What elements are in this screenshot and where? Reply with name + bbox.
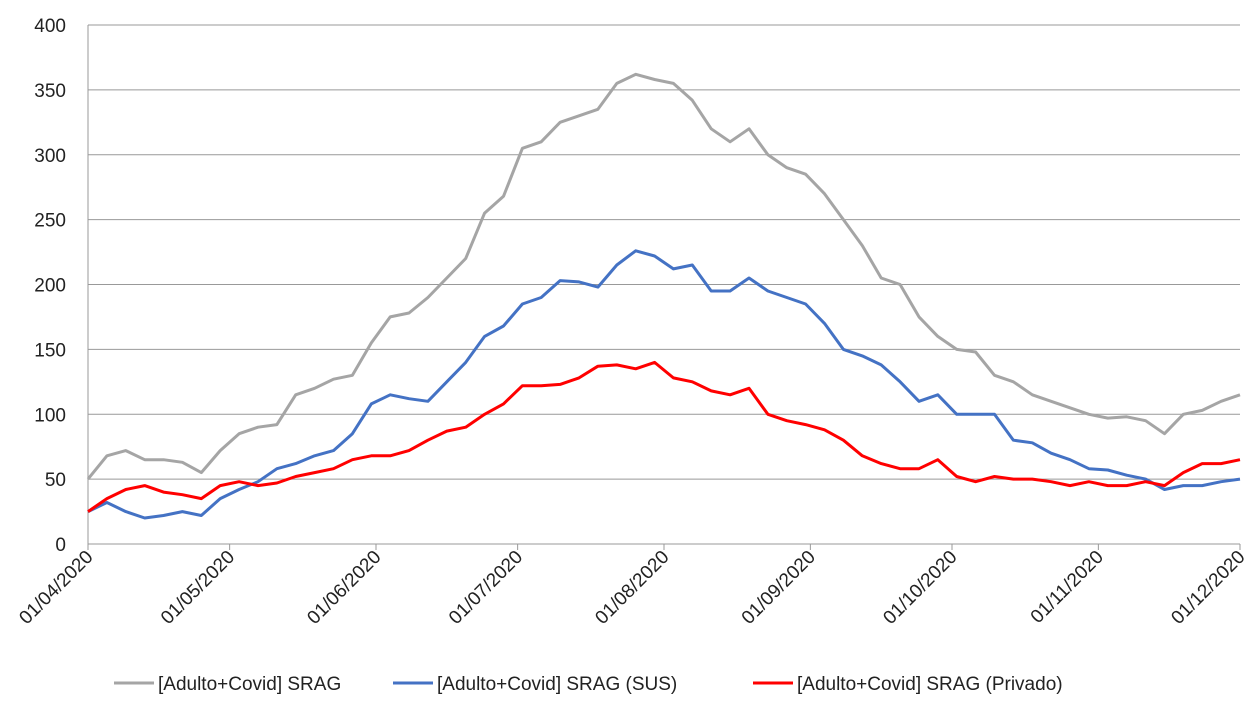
y-tick-label: 250 [34,211,66,232]
legend-label: [Adulto+Covid] SRAG (Privado) [797,674,1063,695]
y-tick-label: 50 [45,470,66,491]
y-tick-label: 200 [34,276,66,297]
x-tick-label: 01/07/2020 [445,547,527,629]
x-tick-label: 01/11/2020 [1027,547,1108,628]
series-line [86,72,1241,481]
x-tick-label: 01/12/2020 [1167,547,1246,629]
legend-label: [Adulto+Covid] SRAG (SUS) [437,674,677,695]
y-tick-label: 150 [34,340,66,361]
y-tick-label: 0 [55,535,66,556]
x-tick-label: 01/05/2020 [157,547,239,629]
x-tick-label: 01/04/2020 [15,547,97,629]
y-tick-label: 400 [34,16,66,37]
series-line [87,249,1241,520]
y-tick-label: 300 [34,146,66,167]
legend-label: [Adulto+Covid] SRAG [158,674,341,695]
series-line [87,360,1241,513]
x-tick-label: 01/09/2020 [738,547,820,629]
y-tick-label: 350 [34,81,66,102]
x-tick-label: 01/08/2020 [591,547,673,629]
x-tick-label: 01/06/2020 [303,547,385,629]
y-tick-label: 100 [34,405,66,426]
x-tick-label: 01/10/2020 [879,547,961,629]
